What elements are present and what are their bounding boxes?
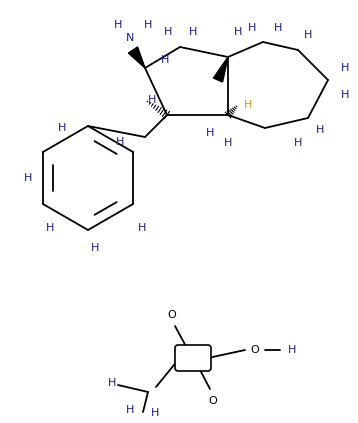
Text: H: H [114, 20, 122, 30]
Text: H: H [189, 27, 197, 37]
Text: N: N [126, 33, 134, 43]
Text: H: H [288, 345, 296, 355]
Text: H: H [234, 27, 242, 37]
Text: H: H [294, 138, 302, 148]
Text: O: O [168, 310, 176, 320]
FancyBboxPatch shape [175, 345, 211, 371]
Text: H: H [341, 63, 349, 73]
Text: H: H [316, 125, 324, 135]
Text: H: H [224, 138, 232, 148]
Text: H: H [126, 405, 134, 415]
Text: H: H [91, 243, 99, 253]
Text: H: H [244, 100, 252, 110]
Polygon shape [213, 57, 228, 82]
Text: H: H [206, 128, 214, 138]
Text: O: O [251, 345, 260, 355]
Text: H: H [144, 20, 152, 30]
Text: H: H [164, 27, 172, 37]
Text: H: H [248, 23, 256, 33]
Text: H: H [341, 90, 349, 100]
Polygon shape [129, 47, 145, 68]
Text: H: H [148, 95, 156, 105]
Text: H: H [274, 23, 282, 33]
Text: H: H [151, 408, 159, 418]
Text: Abs: Abs [183, 353, 203, 363]
Text: H: H [304, 30, 312, 40]
Text: H: H [116, 137, 124, 147]
Text: H: H [24, 173, 32, 183]
Text: O: O [209, 396, 217, 406]
Text: H: H [108, 378, 116, 388]
Text: H: H [46, 223, 54, 233]
Text: H: H [58, 123, 66, 133]
Text: H: H [161, 55, 169, 65]
Text: H: H [138, 223, 146, 233]
